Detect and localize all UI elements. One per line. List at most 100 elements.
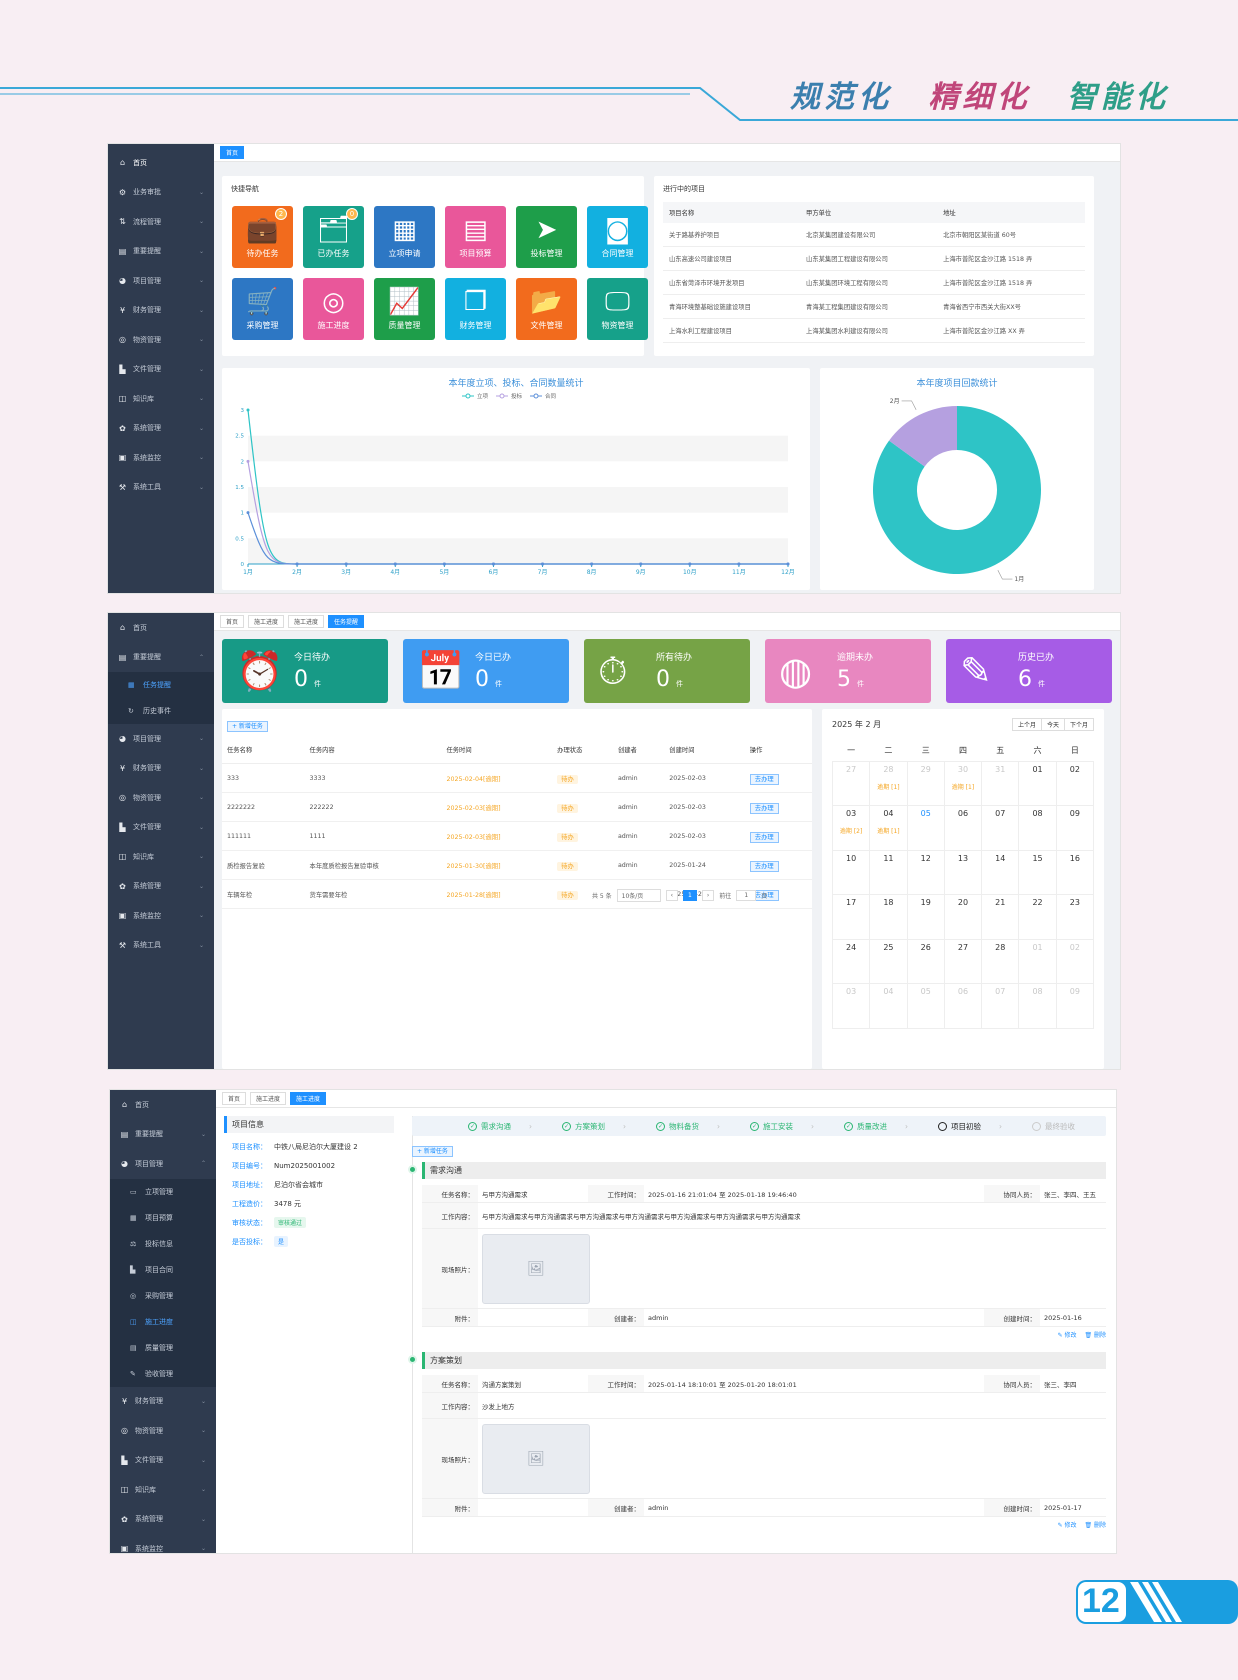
- sidebar-item-8[interactable]: ▣ 系统监控 ⌄: [110, 1534, 216, 1553]
- sidebar-item-1[interactable]: ⚙ 业务审批 ⌄: [108, 178, 214, 208]
- sidebar-subitem-7[interactable]: ✎ 验收管理: [110, 1360, 216, 1387]
- sidebar-item-8[interactable]: ◫ 知识库 ⌄: [108, 384, 214, 414]
- pager-goto-input[interactable]: 1: [736, 890, 757, 901]
- series-point[interactable]: [688, 562, 692, 566]
- calendar-day[interactable]: 12: [906, 849, 945, 895]
- calendar-day[interactable]: 21: [981, 894, 1020, 940]
- sidebar-subitem-0[interactable]: ▭ 立项管理: [110, 1178, 216, 1205]
- series-point[interactable]: [786, 562, 790, 566]
- calendar-day[interactable]: 08: [1018, 983, 1057, 1029]
- series-point[interactable]: [541, 562, 545, 566]
- pie-slice-0[interactable]: [873, 406, 1041, 574]
- series-point[interactable]: [344, 562, 348, 566]
- sidebar-item-3[interactable]: ¥ 财务管理 ⌄: [108, 754, 214, 784]
- step-2[interactable]: ✓ 物料备货 ›: [656, 1121, 720, 1132]
- handle-button[interactable]: 去办理: [749, 861, 779, 872]
- sidebar-item-6[interactable]: ◎ 物资管理 ⌄: [108, 325, 214, 355]
- calendar-day[interactable]: 20: [943, 894, 983, 940]
- calendar-day[interactable]: 06: [943, 983, 983, 1029]
- sidebar-subitem-0[interactable]: ▦ 任务提醒: [108, 672, 214, 698]
- sidebar-item-6[interactable]: ◫ 知识库 ⌄: [110, 1475, 216, 1505]
- calendar-day[interactable]: 07: [981, 805, 1020, 851]
- sidebar-item-3[interactable]: ¥ 财务管理 ⌄: [110, 1387, 216, 1417]
- table-row[interactable]: 山东省菏泽市环境开发项目 山东某集团环境工程有限公司 上海市普陀区金沙江路 1518…: [663, 270, 1085, 295]
- tab-1[interactable]: 施工进度: [250, 1092, 287, 1105]
- sidebar-item-11[interactable]: ⚒ 系统工具 ⌄: [108, 473, 214, 503]
- calendar-day[interactable]: 08: [1018, 805, 1057, 851]
- calendar-day[interactable]: 01: [1018, 938, 1057, 984]
- sidebar-item-9[interactable]: ✿ 系统管理 ⌄: [108, 414, 214, 444]
- step-4[interactable]: ✓ 质量改进 ›: [844, 1121, 908, 1132]
- calendar-nav-button-2[interactable]: 下个月: [1063, 717, 1094, 731]
- quick-nav-tile-7[interactable]: ◎ 施工进度: [303, 278, 364, 340]
- sidebar-item-1[interactable]: ▤ 重要提醒 ⌃: [108, 643, 214, 673]
- tab-home[interactable]: 首页: [220, 146, 245, 159]
- series-point[interactable]: [639, 562, 643, 566]
- pager-prev-button[interactable]: ‹: [665, 890, 679, 901]
- sidebar-item-0[interactable]: ⌂ 首页: [110, 1090, 216, 1120]
- sidebar-item-10[interactable]: ▣ 系统监控 ⌄: [108, 443, 214, 473]
- calendar-day[interactable]: 26: [906, 938, 945, 984]
- sidebar-item-5[interactable]: ▙ 文件管理 ⌄: [108, 813, 214, 843]
- sidebar-item-2[interactable]: ⇅ 流程管理 ⌄: [108, 207, 214, 237]
- calendar-day[interactable]: 28 逾期 [1]: [869, 760, 908, 806]
- calendar-day[interactable]: 25: [869, 938, 908, 984]
- stat-card-2[interactable]: ⏱ 所有待办 0 件: [584, 639, 750, 703]
- add-task-button[interactable]: + 新增任务: [227, 721, 268, 732]
- series-point[interactable]: [737, 562, 741, 566]
- series-point[interactable]: [442, 562, 446, 566]
- quick-nav-tile-5[interactable]: ◙ 合同管理: [587, 206, 648, 268]
- stat-card-3[interactable]: ◍ 逾期未办 5 件: [765, 639, 931, 703]
- sidebar-item-8[interactable]: ▣ 系统监控 ⌄: [108, 901, 214, 931]
- calendar-day[interactable]: 23: [1055, 894, 1095, 940]
- calendar-day[interactable]: 27: [831, 760, 871, 806]
- series-point[interactable]: [246, 408, 250, 412]
- handle-button[interactable]: 去办理: [749, 803, 779, 814]
- series-point[interactable]: [393, 562, 397, 566]
- series-point[interactable]: [246, 459, 250, 463]
- image-placeholder-icon[interactable]: 🖼: [482, 1423, 590, 1494]
- calendar-day[interactable]: 05: [906, 983, 945, 1029]
- calendar-day[interactable]: 03: [831, 983, 871, 1029]
- table-row[interactable]: 上海水利工程建设项目 上海某集团水利建设有限公司 上海市普陀区金沙江路 XX 弄: [663, 318, 1085, 343]
- table-row[interactable]: 2222222 222222 2025-02-03[逾期] 待办 admin 2025-0…: [222, 792, 812, 822]
- calendar-day[interactable]: 13: [943, 849, 983, 895]
- pager-page-1[interactable]: 1: [683, 890, 697, 901]
- table-row[interactable]: 山东高速公司建设项目 山东某集团工程建设有限公司 上海市普陀区金沙江路 1518 弄: [663, 246, 1085, 271]
- sidebar-item-9[interactable]: ⚒ 系统工具 ⌄: [108, 931, 214, 961]
- delete-button[interactable]: 🗑 删除: [1084, 1522, 1106, 1529]
- table-row[interactable]: 车辆年检货车需要年检2025-01-28[逾期]待办admin2025-01-2…: [222, 879, 812, 909]
- stat-card-1[interactable]: 📅 今日已办 0 件: [403, 639, 569, 703]
- series-point[interactable]: [246, 511, 250, 515]
- series-point[interactable]: [590, 562, 594, 566]
- sidebar-subitem-5[interactable]: ◫ 施工进度: [110, 1308, 216, 1335]
- edit-button[interactable]: ✎ 修改: [1057, 1522, 1077, 1529]
- calendar-day[interactable]: 07: [981, 983, 1020, 1029]
- sidebar-subitem-6[interactable]: ▤ 质量管理: [110, 1334, 216, 1361]
- quick-nav-tile-4[interactable]: ➤ 投标管理: [516, 206, 577, 268]
- calendar-day[interactable]: 22: [1018, 894, 1057, 940]
- tab-2[interactable]: 施工进度: [290, 1092, 327, 1105]
- calendar-day[interactable]: 10: [831, 849, 871, 895]
- calendar-day[interactable]: 09: [1055, 805, 1095, 851]
- sidebar-item-1[interactable]: ▤ 重要提醒 ⌄: [110, 1120, 216, 1150]
- calendar-day[interactable]: 14: [981, 849, 1020, 895]
- sidebar-item-5[interactable]: ¥ 财务管理 ⌄: [108, 296, 214, 326]
- stat-card-0[interactable]: ⏰ 今日待办 0 件: [222, 639, 388, 703]
- sidebar-item-2[interactable]: ◕ 项目管理 ⌄: [108, 724, 214, 754]
- sidebar-item-0[interactable]: ⌂ 首页: [108, 148, 214, 178]
- quick-nav-tile-3[interactable]: ▤ 项目预算: [445, 206, 506, 268]
- quick-nav-tile-1[interactable]: 🗂 已办任务 0: [303, 206, 364, 268]
- calendar-day[interactable]: 31: [981, 760, 1020, 806]
- quick-nav-tile-0[interactable]: 💼 待办任务 2: [232, 206, 293, 268]
- sidebar-subitem-4[interactable]: ◎ 采购管理: [110, 1282, 216, 1309]
- handle-button[interactable]: 去办理: [749, 890, 779, 901]
- sidebar-subitem-1[interactable]: ↻ 历史事件: [108, 698, 214, 724]
- add-task-button[interactable]: + 新增任务: [412, 1146, 453, 1157]
- pager-size-select[interactable]: 10条/页: [616, 889, 661, 902]
- calendar-day[interactable]: 04: [869, 983, 908, 1029]
- calendar-nav-button-0[interactable]: 上个月: [1011, 717, 1042, 731]
- calendar-day[interactable]: 17: [831, 894, 871, 940]
- calendar-day[interactable]: 19: [906, 894, 945, 940]
- sidebar-item-6[interactable]: ◫ 知识库 ⌄: [108, 842, 214, 872]
